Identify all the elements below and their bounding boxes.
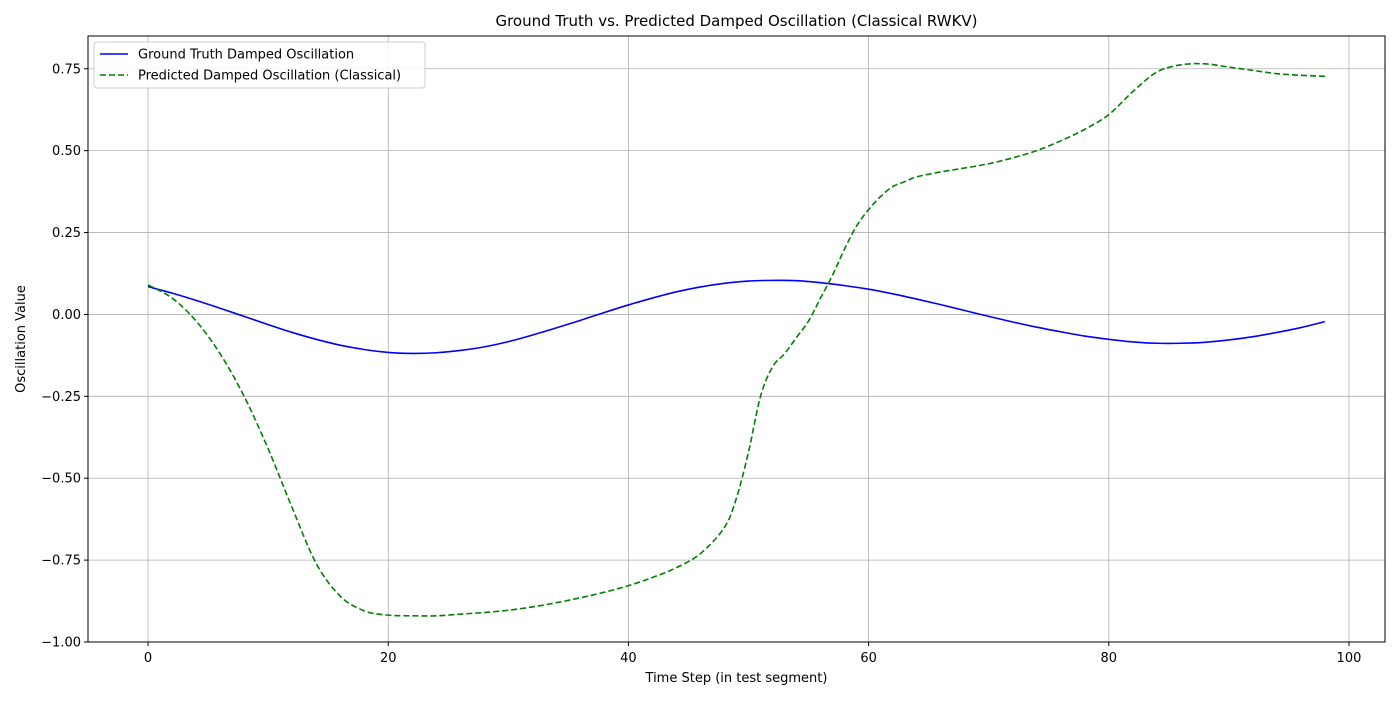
x-axis-label: Time Step (in test segment) — [645, 671, 828, 686]
legend-label: Predicted Damped Oscillation (Classical) — [138, 69, 401, 84]
plot-frame — [87, 35, 1386, 643]
y-tick-label: 0.50 — [52, 144, 81, 159]
y-tick-label: −0.25 — [41, 390, 81, 405]
legend-box — [93, 41, 426, 89]
y-tick-label: −0.75 — [41, 554, 81, 569]
axis-ticks: 0 20 40 60 80 100 −1.00 −0.75 −0.50 −0.25 0.00 0.25… — [41, 62, 1361, 666]
series-line-ground-truth — [147, 279, 1326, 355]
y-tick-label: 0.25 — [52, 226, 81, 241]
x-tick-label: 60 — [860, 651, 877, 666]
legend: Ground Truth Damped Oscillation Predicted… — [93, 41, 426, 89]
x-tick-label: 0 — [144, 651, 152, 666]
x-tick-label: 80 — [1101, 651, 1118, 666]
legend-label: Ground Truth Damped Oscillation — [138, 48, 354, 63]
series-layer — [147, 62, 1326, 617]
x-tick-label: 100 — [1337, 651, 1362, 666]
y-tick-label: −1.00 — [41, 636, 81, 651]
grid — [88, 36, 1385, 643]
y-tick-label: −0.50 — [41, 472, 81, 487]
chart-title: Ground Truth vs. Predicted Damped Oscill… — [495, 12, 977, 30]
y-tick-label: 0.00 — [52, 308, 81, 323]
x-tick-label: 40 — [620, 651, 637, 666]
y-tick-label: 0.75 — [52, 62, 81, 77]
x-tick-label: 20 — [380, 651, 397, 666]
y-axis-label: Oscillation Value — [14, 285, 29, 393]
